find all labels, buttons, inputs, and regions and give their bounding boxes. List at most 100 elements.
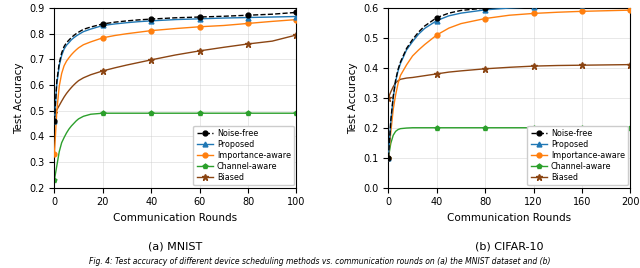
Channel-aware bbox=[421, 126, 429, 129]
Proposed bbox=[70, 36, 77, 39]
Noise-free bbox=[67, 36, 75, 39]
Channel-aware bbox=[392, 130, 399, 133]
Noise-free bbox=[53, 80, 61, 83]
Line: Proposed: Proposed bbox=[386, 1, 633, 160]
Importance-aware bbox=[53, 109, 61, 112]
Importance-aware bbox=[602, 9, 610, 12]
Biased bbox=[385, 96, 392, 99]
Importance-aware bbox=[172, 27, 179, 30]
Proposed bbox=[196, 17, 204, 20]
Noise-free bbox=[292, 11, 300, 14]
Channel-aware bbox=[51, 178, 58, 181]
Noise-free bbox=[415, 30, 422, 34]
Channel-aware bbox=[67, 124, 75, 128]
Noise-free bbox=[554, 2, 562, 6]
Noise-free bbox=[481, 6, 489, 10]
Importance-aware bbox=[65, 56, 73, 59]
Channel-aware bbox=[415, 126, 422, 129]
Noise-free bbox=[75, 31, 83, 34]
Y-axis label: Test Accuracy: Test Accuracy bbox=[348, 62, 358, 133]
Importance-aware bbox=[403, 63, 410, 66]
Proposed bbox=[445, 14, 452, 17]
Importance-aware bbox=[530, 12, 538, 15]
Proposed bbox=[389, 96, 397, 99]
Noise-free bbox=[244, 14, 252, 17]
Channel-aware bbox=[506, 126, 513, 129]
Proposed bbox=[172, 18, 179, 21]
Importance-aware bbox=[58, 72, 65, 75]
Noise-free bbox=[87, 25, 95, 29]
Noise-free bbox=[394, 68, 402, 71]
Importance-aware bbox=[394, 82, 402, 85]
Channel-aware bbox=[394, 128, 402, 131]
Line: Biased: Biased bbox=[385, 61, 634, 101]
Importance-aware bbox=[387, 131, 395, 134]
Proposed bbox=[403, 48, 410, 51]
Channel-aware bbox=[627, 126, 634, 129]
Noise-free bbox=[56, 62, 63, 65]
Proposed bbox=[506, 6, 513, 10]
Text: (b) CIFAR-10: (b) CIFAR-10 bbox=[475, 241, 543, 251]
Importance-aware bbox=[56, 85, 63, 88]
Noise-free bbox=[530, 3, 538, 7]
Importance-aware bbox=[392, 93, 399, 96]
Importance-aware bbox=[147, 29, 155, 32]
X-axis label: Communication Rounds: Communication Rounds bbox=[447, 213, 572, 223]
Channel-aware bbox=[292, 111, 300, 115]
Biased bbox=[123, 63, 131, 66]
Y-axis label: Test Accuracy: Test Accuracy bbox=[13, 62, 24, 133]
Biased bbox=[70, 83, 77, 87]
Importance-aware bbox=[421, 43, 429, 46]
Biased bbox=[602, 63, 610, 66]
Proposed bbox=[123, 21, 131, 24]
Biased bbox=[554, 64, 562, 67]
Proposed bbox=[530, 5, 538, 9]
Biased bbox=[433, 72, 440, 76]
Biased bbox=[56, 104, 63, 107]
Noise-free bbox=[51, 119, 58, 122]
Biased bbox=[397, 78, 404, 81]
Biased bbox=[387, 90, 395, 94]
Biased bbox=[79, 76, 87, 79]
Line: Proposed: Proposed bbox=[52, 14, 299, 123]
Channel-aware bbox=[433, 126, 440, 129]
Noise-free bbox=[627, 1, 634, 4]
Channel-aware bbox=[481, 126, 489, 129]
Noise-free bbox=[72, 32, 80, 35]
Biased bbox=[530, 65, 538, 68]
Noise-free bbox=[387, 119, 395, 122]
Importance-aware bbox=[196, 25, 204, 28]
Noise-free bbox=[196, 16, 204, 19]
Biased bbox=[196, 49, 204, 53]
Biased bbox=[51, 111, 58, 115]
Importance-aware bbox=[67, 53, 75, 56]
Importance-aware bbox=[385, 156, 392, 159]
Importance-aware bbox=[51, 153, 58, 156]
Line: Noise-free: Noise-free bbox=[52, 10, 299, 123]
Noise-free bbox=[445, 12, 452, 15]
Importance-aware bbox=[627, 9, 634, 12]
Biased bbox=[389, 85, 397, 88]
Importance-aware bbox=[506, 14, 513, 17]
Importance-aware bbox=[397, 74, 404, 77]
Biased bbox=[67, 86, 75, 89]
Channel-aware bbox=[530, 126, 538, 129]
Channel-aware bbox=[172, 111, 179, 115]
Biased bbox=[172, 53, 179, 57]
Importance-aware bbox=[70, 51, 77, 54]
Biased bbox=[53, 108, 61, 111]
Line: Importance-aware: Importance-aware bbox=[386, 8, 633, 160]
Biased bbox=[481, 67, 489, 70]
Importance-aware bbox=[60, 64, 68, 67]
Proposed bbox=[409, 40, 417, 43]
X-axis label: Communication Rounds: Communication Rounds bbox=[113, 213, 237, 223]
Channel-aware bbox=[389, 134, 397, 137]
Proposed bbox=[415, 32, 422, 36]
Proposed bbox=[60, 47, 68, 51]
Proposed bbox=[394, 69, 402, 72]
Importance-aware bbox=[445, 27, 452, 30]
Noise-free bbox=[433, 16, 440, 19]
Proposed bbox=[397, 62, 404, 65]
Channel-aware bbox=[244, 111, 252, 115]
Channel-aware bbox=[111, 111, 119, 115]
